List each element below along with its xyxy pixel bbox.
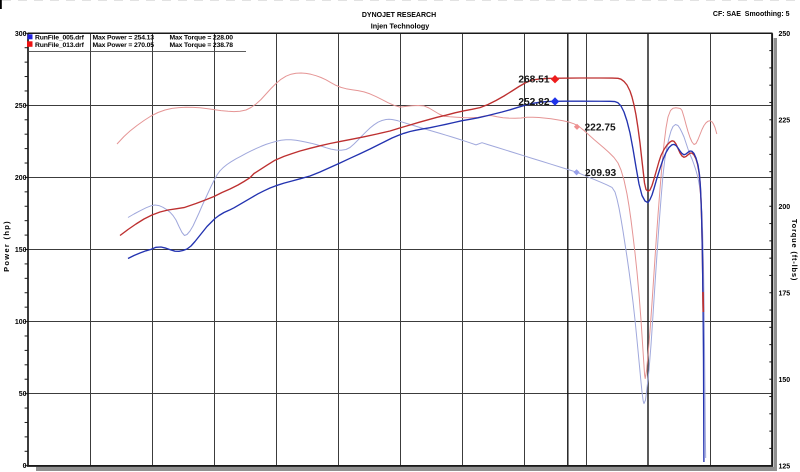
svg-text:Torque (ft-lbs): Torque (ft-lbs) [790,219,799,281]
svg-text:209.93: 209.93 [585,168,616,179]
svg-text:Injen Technology: Injen Technology [371,22,430,31]
svg-text:222.75: 222.75 [585,122,616,133]
svg-text:250: 250 [779,31,791,38]
svg-text:Max Torque = 228.00: Max Torque = 228.00 [170,34,234,41]
svg-text:225: 225 [779,118,791,125]
svg-text:268.51: 268.51 [518,75,549,86]
svg-text:150: 150 [779,377,791,384]
svg-text:RunFile_005.drf: RunFile_005.drf [35,34,85,41]
svg-text:CF: SAE Smoothing: 5: CF: SAE Smoothing: 5 [713,11,790,18]
svg-text:175: 175 [779,291,791,298]
svg-text:100: 100 [15,319,27,326]
svg-text:Max Power = 270.05: Max Power = 270.05 [93,42,155,49]
svg-text:Power (hp): Power (hp) [2,220,11,272]
svg-text:200: 200 [15,175,27,182]
svg-text:250: 250 [15,103,27,110]
svg-text:0: 0 [23,463,27,470]
svg-text:Max Torque = 238.78: Max Torque = 238.78 [170,42,234,49]
svg-text:200: 200 [779,204,791,211]
svg-text:Max Power = 254.13: Max Power = 254.13 [93,34,155,41]
svg-text:50: 50 [19,391,27,398]
svg-text:RunFile_013.drf: RunFile_013.drf [35,42,85,49]
svg-text:300: 300 [15,31,27,38]
svg-text:DYNOJET RESEARCH: DYNOJET RESEARCH [362,12,436,19]
svg-text:252.82: 252.82 [518,97,549,108]
svg-text:125: 125 [779,464,791,471]
svg-text:150: 150 [15,247,27,254]
